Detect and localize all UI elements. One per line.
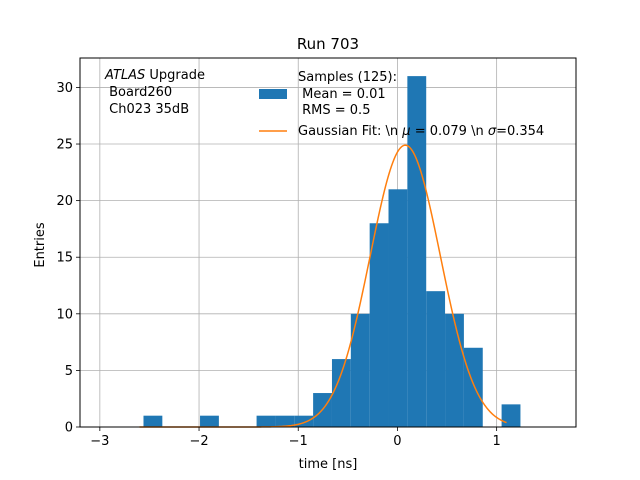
axes-frame — [79, 57, 577, 428]
y-tick-label: 10 — [56, 307, 73, 322]
legend-fit-sigma-value: =0.354 — [496, 124, 544, 139]
histogram-bar — [369, 223, 389, 427]
histogram-bar — [200, 415, 219, 427]
y-axis-ticks: 0 5 10 15 20 25 30 — [56, 81, 80, 436]
x-axis-ticks: −3 −2 −1 0 1 — [90, 427, 501, 449]
legend-fit-mu-value: = 0.079 \n — [411, 124, 488, 139]
histogram-bar — [350, 313, 370, 427]
annotation-board: Board260 — [105, 85, 172, 100]
histogram-bar — [143, 415, 163, 427]
x-tick-label: −2 — [189, 434, 208, 449]
legend-samples-mean: Mean = 0.01 — [298, 87, 386, 102]
histogram-bar — [445, 313, 464, 427]
y-tick-label: 20 — [56, 194, 73, 209]
x-tick-label: 0 — [393, 434, 401, 449]
histogram-bar — [388, 189, 408, 427]
svg-text:ATLAS Upgrade: ATLAS Upgrade — [104, 68, 205, 83]
y-tick-label: 5 — [65, 364, 73, 379]
annotation-atlas: ATLAS — [104, 68, 145, 83]
histogram-bar — [426, 291, 446, 427]
x-tick-label: 1 — [492, 434, 500, 449]
x-axis-label: time [ns] — [299, 457, 358, 472]
annotation-upgrade: Upgrade — [145, 68, 205, 83]
histogram-bar — [331, 359, 351, 427]
histogram-bar — [463, 347, 483, 427]
chart-title: Run 703 — [297, 35, 359, 53]
legend-fit-sigma-symbol: σ — [488, 124, 497, 139]
histogram-bars — [143, 76, 521, 428]
legend-fit-prefix: Gaussian Fit: \n — [298, 124, 402, 139]
legend-fit-mu-symbol: μ — [401, 124, 410, 139]
atlas-annotation: ATLAS Upgrade Board260 Ch023 35dB — [104, 68, 205, 117]
y-tick-label: 30 — [56, 81, 73, 96]
legend-histogram-swatch — [259, 89, 287, 99]
legend-samples-rms: RMS = 0.5 — [298, 103, 370, 118]
legend: Samples (125): Mean = 0.01 RMS = 0.5 Gau… — [259, 70, 544, 139]
x-tick-label: −1 — [289, 434, 308, 449]
histogram-bar — [407, 76, 427, 428]
legend-samples-count: Samples (125): — [298, 70, 397, 85]
y-tick-label: 15 — [56, 251, 73, 266]
y-tick-label: 0 — [65, 421, 73, 436]
x-tick-label: −3 — [90, 434, 109, 449]
histogram-bar — [275, 415, 295, 427]
legend-fit-label: Gaussian Fit: \n μ = 0.079 \n σ=0.354 — [298, 124, 544, 139]
grid — [80, 58, 576, 428]
histogram-bar — [501, 404, 521, 427]
y-axis-label: Entries — [33, 222, 48, 268]
y-tick-label: 25 — [56, 138, 73, 153]
histogram-bar — [294, 415, 314, 427]
histogram-bar — [256, 415, 276, 427]
annotation-channel: Ch023 35dB — [105, 102, 189, 117]
